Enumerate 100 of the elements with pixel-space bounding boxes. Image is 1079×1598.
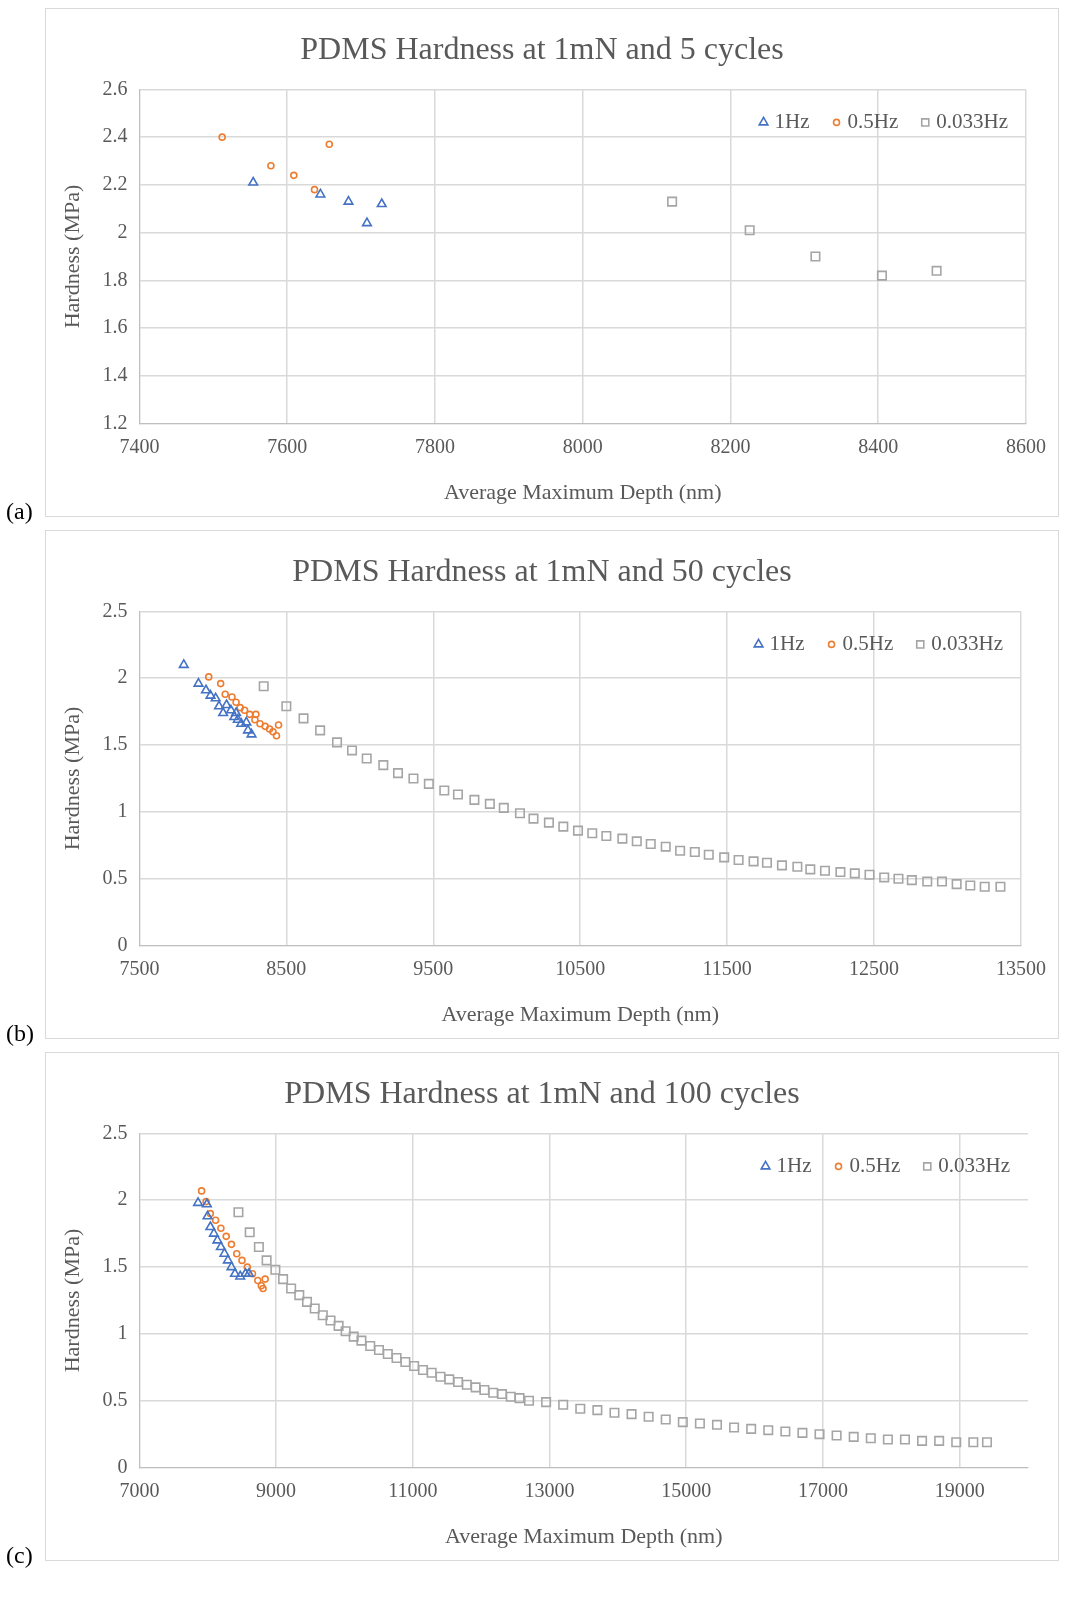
point — [272, 731, 281, 740]
point — [776, 860, 787, 871]
point — [261, 722, 269, 731]
y-tick-label: 2.5 — [102, 1120, 128, 1143]
point — [733, 855, 744, 866]
point — [361, 217, 373, 227]
legend-label: 0.033Hz — [936, 108, 1009, 133]
y-tick-label: 1.4 — [102, 363, 128, 386]
x-tick-label: 7500 — [119, 956, 160, 979]
point — [298, 713, 309, 724]
x-tick-label: 8600 — [1006, 434, 1046, 457]
x-tick-label: 10500 — [555, 956, 606, 979]
x-tick-label: 7000 — [119, 1478, 160, 1501]
legend-label: 1Hz — [769, 630, 805, 655]
point — [215, 1241, 227, 1251]
point — [213, 700, 225, 710]
point — [601, 830, 612, 842]
x-tick-label: 8500 — [266, 956, 307, 979]
point — [631, 836, 642, 847]
legend-label: 0.5Hz — [849, 1152, 901, 1177]
x-tick-label: 8400 — [858, 434, 899, 457]
point — [221, 699, 232, 709]
point — [744, 225, 755, 236]
y-tick-label: 2 — [117, 665, 128, 688]
point — [689, 846, 700, 858]
y-tick-label: 2.6 — [102, 76, 128, 99]
x-tick-label: 12500 — [849, 956, 900, 979]
point — [211, 1216, 220, 1225]
point — [748, 856, 759, 867]
point — [240, 1267, 251, 1278]
point — [315, 725, 326, 736]
point — [245, 710, 254, 719]
point — [205, 1221, 216, 1231]
point — [221, 690, 230, 699]
point — [343, 195, 354, 205]
point — [236, 717, 247, 727]
point — [252, 710, 260, 719]
point — [216, 679, 225, 688]
point — [248, 176, 259, 186]
point — [217, 1224, 225, 1233]
x-tick-label: 7400 — [119, 434, 160, 457]
point — [240, 706, 249, 715]
point — [235, 1270, 246, 1280]
point — [558, 821, 569, 832]
point — [238, 1256, 246, 1265]
point — [346, 745, 358, 756]
point — [936, 876, 947, 887]
text: (c) — [6, 1542, 33, 1569]
point — [906, 875, 917, 886]
point — [810, 251, 821, 262]
point — [226, 1261, 237, 1271]
point — [376, 198, 387, 208]
point — [423, 778, 434, 789]
y-tick-label: 1.2 — [102, 410, 128, 433]
point — [222, 1254, 234, 1264]
text: (a) — [6, 498, 33, 525]
point — [218, 133, 226, 141]
point — [325, 140, 334, 149]
point — [572, 825, 584, 836]
point — [922, 876, 933, 887]
point — [408, 773, 419, 784]
point — [392, 768, 404, 779]
point — [225, 704, 237, 714]
x-tick-label: 13000 — [524, 1478, 575, 1501]
point — [227, 1240, 236, 1249]
x-tick-label: 15000 — [661, 1478, 712, 1501]
point — [439, 785, 450, 796]
point — [205, 689, 216, 699]
point — [230, 707, 242, 717]
y-tick-label: 1.8 — [102, 267, 128, 290]
chart-title: PDMS Hardness at 1mN and 50 cycles — [292, 551, 792, 588]
point — [310, 185, 319, 194]
point — [469, 794, 480, 805]
y-tick-label: 2 — [117, 219, 128, 242]
point — [995, 881, 1006, 892]
point — [835, 867, 846, 878]
x-axis-title: Average Maximum Depth (nm) — [444, 1522, 723, 1548]
point — [241, 716, 252, 726]
point — [315, 188, 326, 198]
point — [219, 1247, 230, 1258]
point — [660, 841, 671, 852]
y-tick-label: 0 — [117, 932, 128, 955]
point — [212, 1234, 223, 1244]
point — [259, 1284, 267, 1293]
point — [645, 838, 656, 850]
point — [206, 1209, 215, 1218]
point — [256, 719, 264, 728]
point — [514, 808, 525, 819]
point — [232, 1249, 241, 1258]
point — [257, 1282, 266, 1290]
point — [208, 1227, 220, 1237]
point — [210, 692, 221, 702]
legend-label: 0.033Hz — [938, 1152, 1011, 1177]
point — [951, 879, 962, 890]
legend-label: 0.5Hz — [842, 630, 894, 655]
y-axis-title: Hardness (MPa) — [58, 706, 84, 851]
y-axis-title: Hardness (MPa) — [58, 1228, 84, 1373]
y-tick-label: 0.5 — [102, 866, 128, 889]
point — [243, 1267, 255, 1278]
point — [192, 1197, 204, 1207]
